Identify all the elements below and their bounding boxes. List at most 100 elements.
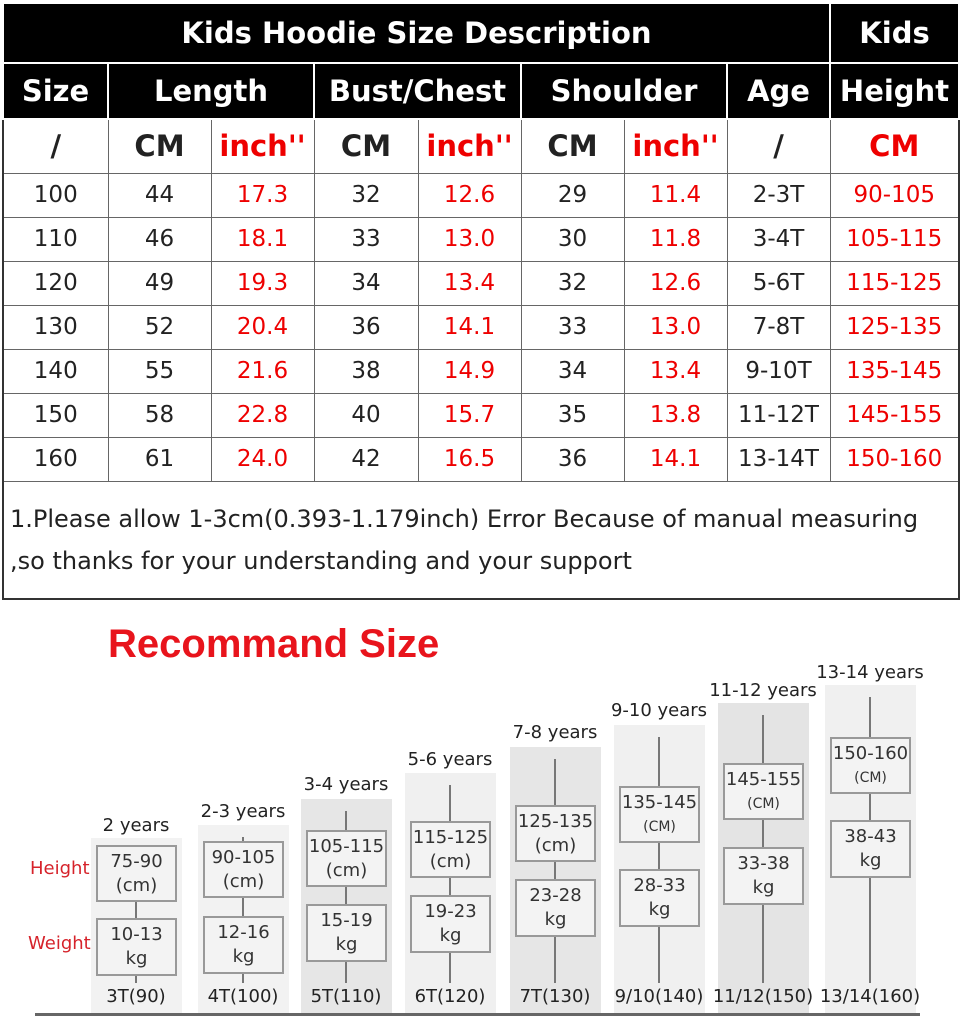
size-label: 5T(110) [310,986,382,1007]
height-value: 90-105 [211,846,276,868]
weight-box: 10-13 kg [96,918,177,976]
weight-value: 28-33 [633,875,686,896]
connector-line [345,811,347,983]
height-value: 105-115 [308,835,385,857]
header-length: Length [107,62,315,120]
unit-cell: / [726,118,831,174]
wunit-value: kg [859,850,882,871]
table-cell: 15.7 [417,392,522,438]
table-cell: 130 [2,304,109,350]
table-cell: 36 [520,436,625,482]
height-box: 135-145 (CM) [619,786,700,843]
table-cell: 34 [520,348,625,394]
height-box: 105-115 (cm) [306,830,387,887]
weight-box: 28-33 kg [619,869,700,927]
height-value: 125-135 [517,810,594,832]
note-line-2: ,so thanks for your understanding and yo… [10,546,632,575]
table-cell: 20.4 [210,304,315,350]
header-size: Size [2,62,109,120]
wunit-value: kg [752,877,775,898]
wunit-value: kg [439,925,462,946]
table-cell: 140 [2,348,109,394]
age-label: 13-14 years [816,662,924,683]
table-cell: 11-12T [726,392,831,438]
unit-cell: CM [829,118,960,174]
unit-cell: inch'' [417,118,522,174]
weight-box: 15-19 kg [306,904,387,962]
weight-box: 23-28 kg [515,879,596,937]
age-label: 7-8 years [512,722,598,743]
age-label: 9-10 years [610,700,708,721]
height-box: 75-90 (cm) [96,845,177,902]
weight-value: 10-13 [110,924,163,945]
table-title: Kids Hoodie Size Description [2,2,831,64]
wunit-value: kg [544,909,567,930]
size-label: 4T(100) [207,986,279,1007]
unit-cell: inch'' [623,118,728,174]
table-cell: 30 [520,216,625,262]
table-cell: 55 [107,348,212,394]
table-cell: 34 [313,260,419,306]
height-box: 125-135 (cm) [515,805,596,862]
height-value: 150-160 [832,742,909,764]
unit-cell: / [2,118,109,174]
table-cell: 5-6T [726,260,831,306]
table-row: 110 46 18.1 33 13.0 30 11.8 3-4T 105-115 [2,216,960,262]
table-cell: 21.6 [210,348,315,394]
header-bust: Bust/Chest [313,62,522,120]
table-cell: 52 [107,304,212,350]
table-cell: 110 [2,216,109,262]
table-cell: 35 [520,392,625,438]
table-cell: 16.5 [417,436,522,482]
size-label: 13/14(160) [819,986,921,1007]
table-cell: 33 [313,216,419,262]
unit-cell: CM [313,118,419,174]
size-label: 6T(120) [414,986,486,1007]
table-cell: 38 [313,348,419,394]
connector-line [449,785,451,983]
table-cell: 40 [313,392,419,438]
table-row: 160 61 24.0 42 16.5 36 14.1 13-14T 150-160 [2,436,960,482]
height-value: 115-125 [412,826,489,848]
weight-value: 12-16 [217,922,270,943]
hunit-value: (cm) [534,834,577,856]
table-cell: 3-4T [726,216,831,262]
table-cell: 61 [107,436,212,482]
weight-value: 23-28 [529,885,582,906]
hunit-value: (cm) [222,870,265,892]
size-label: 3T(90) [106,986,166,1007]
table-cell: 13.0 [417,216,522,262]
height-value: 75-90 [110,850,163,872]
table-cell: 125-135 [829,304,960,350]
table-cell: 22.8 [210,392,315,438]
size-label: 7T(130) [519,986,591,1007]
table-cell: 44 [107,172,212,218]
age-label: 5-6 years [407,749,493,770]
table-cell: 105-115 [829,216,960,262]
table-cell: 2-3T [726,172,831,218]
age-label: 2-3 years [200,801,286,822]
weight-value: 19-23 [424,901,477,922]
table-cell: 14.1 [417,304,522,350]
note: 1.Please allow 1-3cm(0.393-1.179inch) Er… [2,480,960,599]
weight-box: 33-38 kg [723,847,804,905]
table-cell: 18.1 [210,216,315,262]
table-cell: 13.4 [417,260,522,306]
table-cell: 160 [2,436,109,482]
weight-value: 38-43 [844,826,897,847]
height-label: Height [30,858,90,879]
table-cell: 14.9 [417,348,522,394]
table-cell: 32 [520,260,625,306]
hunit-value: (cm) [325,859,368,881]
height-box: 150-160 (CM) [830,737,911,794]
size-label: 9/10(140) [614,986,704,1007]
recommend-title: Recommand Size [108,622,440,666]
unit-cell: CM [107,118,212,174]
hunit-value: (CM) [643,818,676,835]
baseline [35,1013,920,1016]
weight-value: 33-38 [737,853,790,874]
wunit-value: kg [232,946,255,967]
table-cell: 9-10T [726,348,831,394]
height-box: 145-155 (CM) [723,763,804,820]
hunit-value: (CM) [747,795,780,812]
